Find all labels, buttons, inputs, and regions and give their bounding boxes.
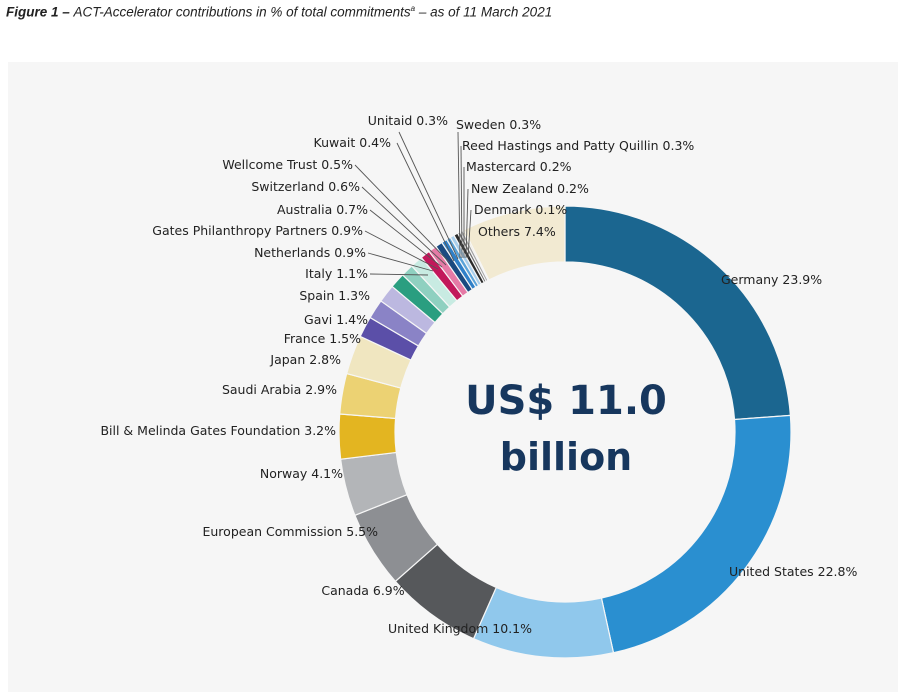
label-saudi-arabia: Saudi Arabia 2.9% [222,382,337,397]
label-united-kingdom: United Kingdom 10.1% [388,621,532,636]
label-germany: Germany 23.9% [721,272,822,287]
label-mastercard: Mastercard 0.2% [466,159,572,174]
leader-line-denmark [467,209,472,259]
figure-title-text: ACT-Accelerator contributions in % of to… [73,4,411,20]
slice-others [463,205,566,281]
slice-bill-and-melinda-gates-foundation [338,413,397,460]
figure-title-prefix: Figure 1 – [6,4,74,20]
leader-lines [354,131,472,276]
leader-line-unitaid [398,131,459,260]
leader-line-new-zealand [465,188,469,259]
label-new-zealand: New Zealand 0.2% [471,181,589,196]
label-others: Others 7.4% [478,224,556,239]
figure-title-suffix: – as of 11 March 2021 [415,4,553,20]
leader-line-switzerland [361,186,447,266]
donut-slices [338,205,792,659]
label-canada: Canada 6.9% [321,583,404,598]
label-bill-and-melinda-gates-foundation: Bill & Melinda Gates Foundation 3.2% [100,423,336,438]
label-australia: Australia 0.7% [277,202,368,217]
donut-chart: Germany 23.9% United States 22.8% United K… [100,113,857,659]
label-wellcome-trust: Wellcome Trust 0.5% [222,157,353,172]
label-sweden: Sweden 0.3% [456,117,541,132]
label-unitaid: Unitaid 0.3% [368,113,448,128]
label-netherlands: Netherlands 0.9% [254,245,366,260]
figure-title-marker: a [410,4,416,13]
label-united-states: United States 22.8% [729,564,857,579]
center-value: US$ 11.0 [465,378,667,424]
leader-line-kuwait [396,142,455,262]
label-norway: Norway 4.1% [260,466,343,481]
leader-line-gates-philanthropy-partners [364,230,439,270]
figure-title: Figure 1 – ACT-Accelerator contributions… [6,4,552,20]
label-reed-hastings-and-patty-quillin: Reed Hastings and Patty Quillin 0.3% [462,138,694,153]
leader-line-sweden [457,131,461,259]
leader-line-reed-hastings-and-patty-quillin [460,145,463,259]
leader-line-italy [369,273,429,276]
label-gavi: Gavi 1.4% [304,312,368,327]
label-switzerland: Switzerland 0.6% [251,179,360,194]
leader-line-australia [369,209,443,268]
label-kuwait: Kuwait 0.4% [314,135,392,150]
label-spain: Spain 1.3% [299,288,370,303]
slice-labels: Germany 23.9% United States 22.8% United K… [100,113,857,636]
label-gates-philanthropy-partners: Gates Philanthropy Partners 0.9% [152,223,363,238]
leader-line-netherlands [367,252,434,272]
label-france: France 1.5% [284,331,361,346]
center-unit: billion [500,435,632,479]
label-european-commission: European Commission 5.5% [202,524,378,539]
label-japan: Japan 2.8% [269,352,341,367]
label-italy: Italy 1.1% [305,266,368,281]
label-denmark: Denmark 0.1% [474,202,567,217]
chart-panel: Germany 23.9% United States 22.8% United K… [8,62,898,692]
leader-line-wellcome-trust [354,164,451,264]
